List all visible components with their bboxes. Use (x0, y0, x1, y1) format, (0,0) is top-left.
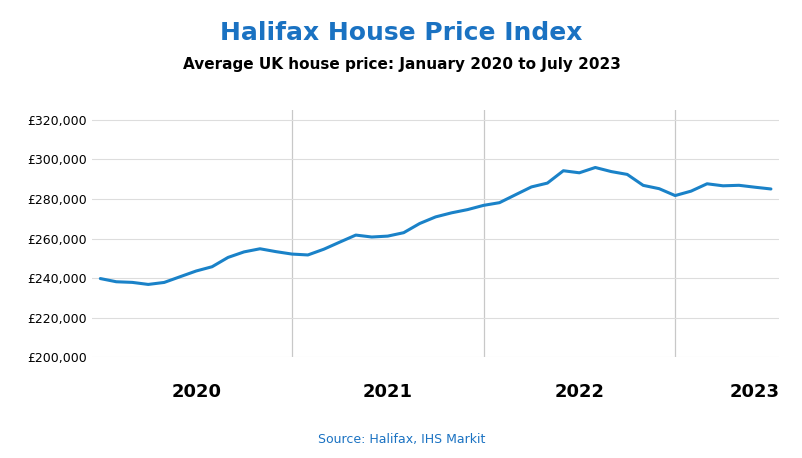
Text: 2020: 2020 (171, 382, 221, 401)
Text: Average UK house price: January 2020 to July 2023: Average UK house price: January 2020 to … (182, 57, 620, 72)
Text: 2021: 2021 (363, 382, 412, 401)
Text: 2022: 2022 (553, 382, 604, 401)
Text: 2023: 2023 (729, 382, 779, 401)
Text: Halifax House Price Index: Halifax House Price Index (220, 21, 582, 44)
Text: Source: Halifax, IHS Markit: Source: Halifax, IHS Markit (318, 433, 484, 446)
